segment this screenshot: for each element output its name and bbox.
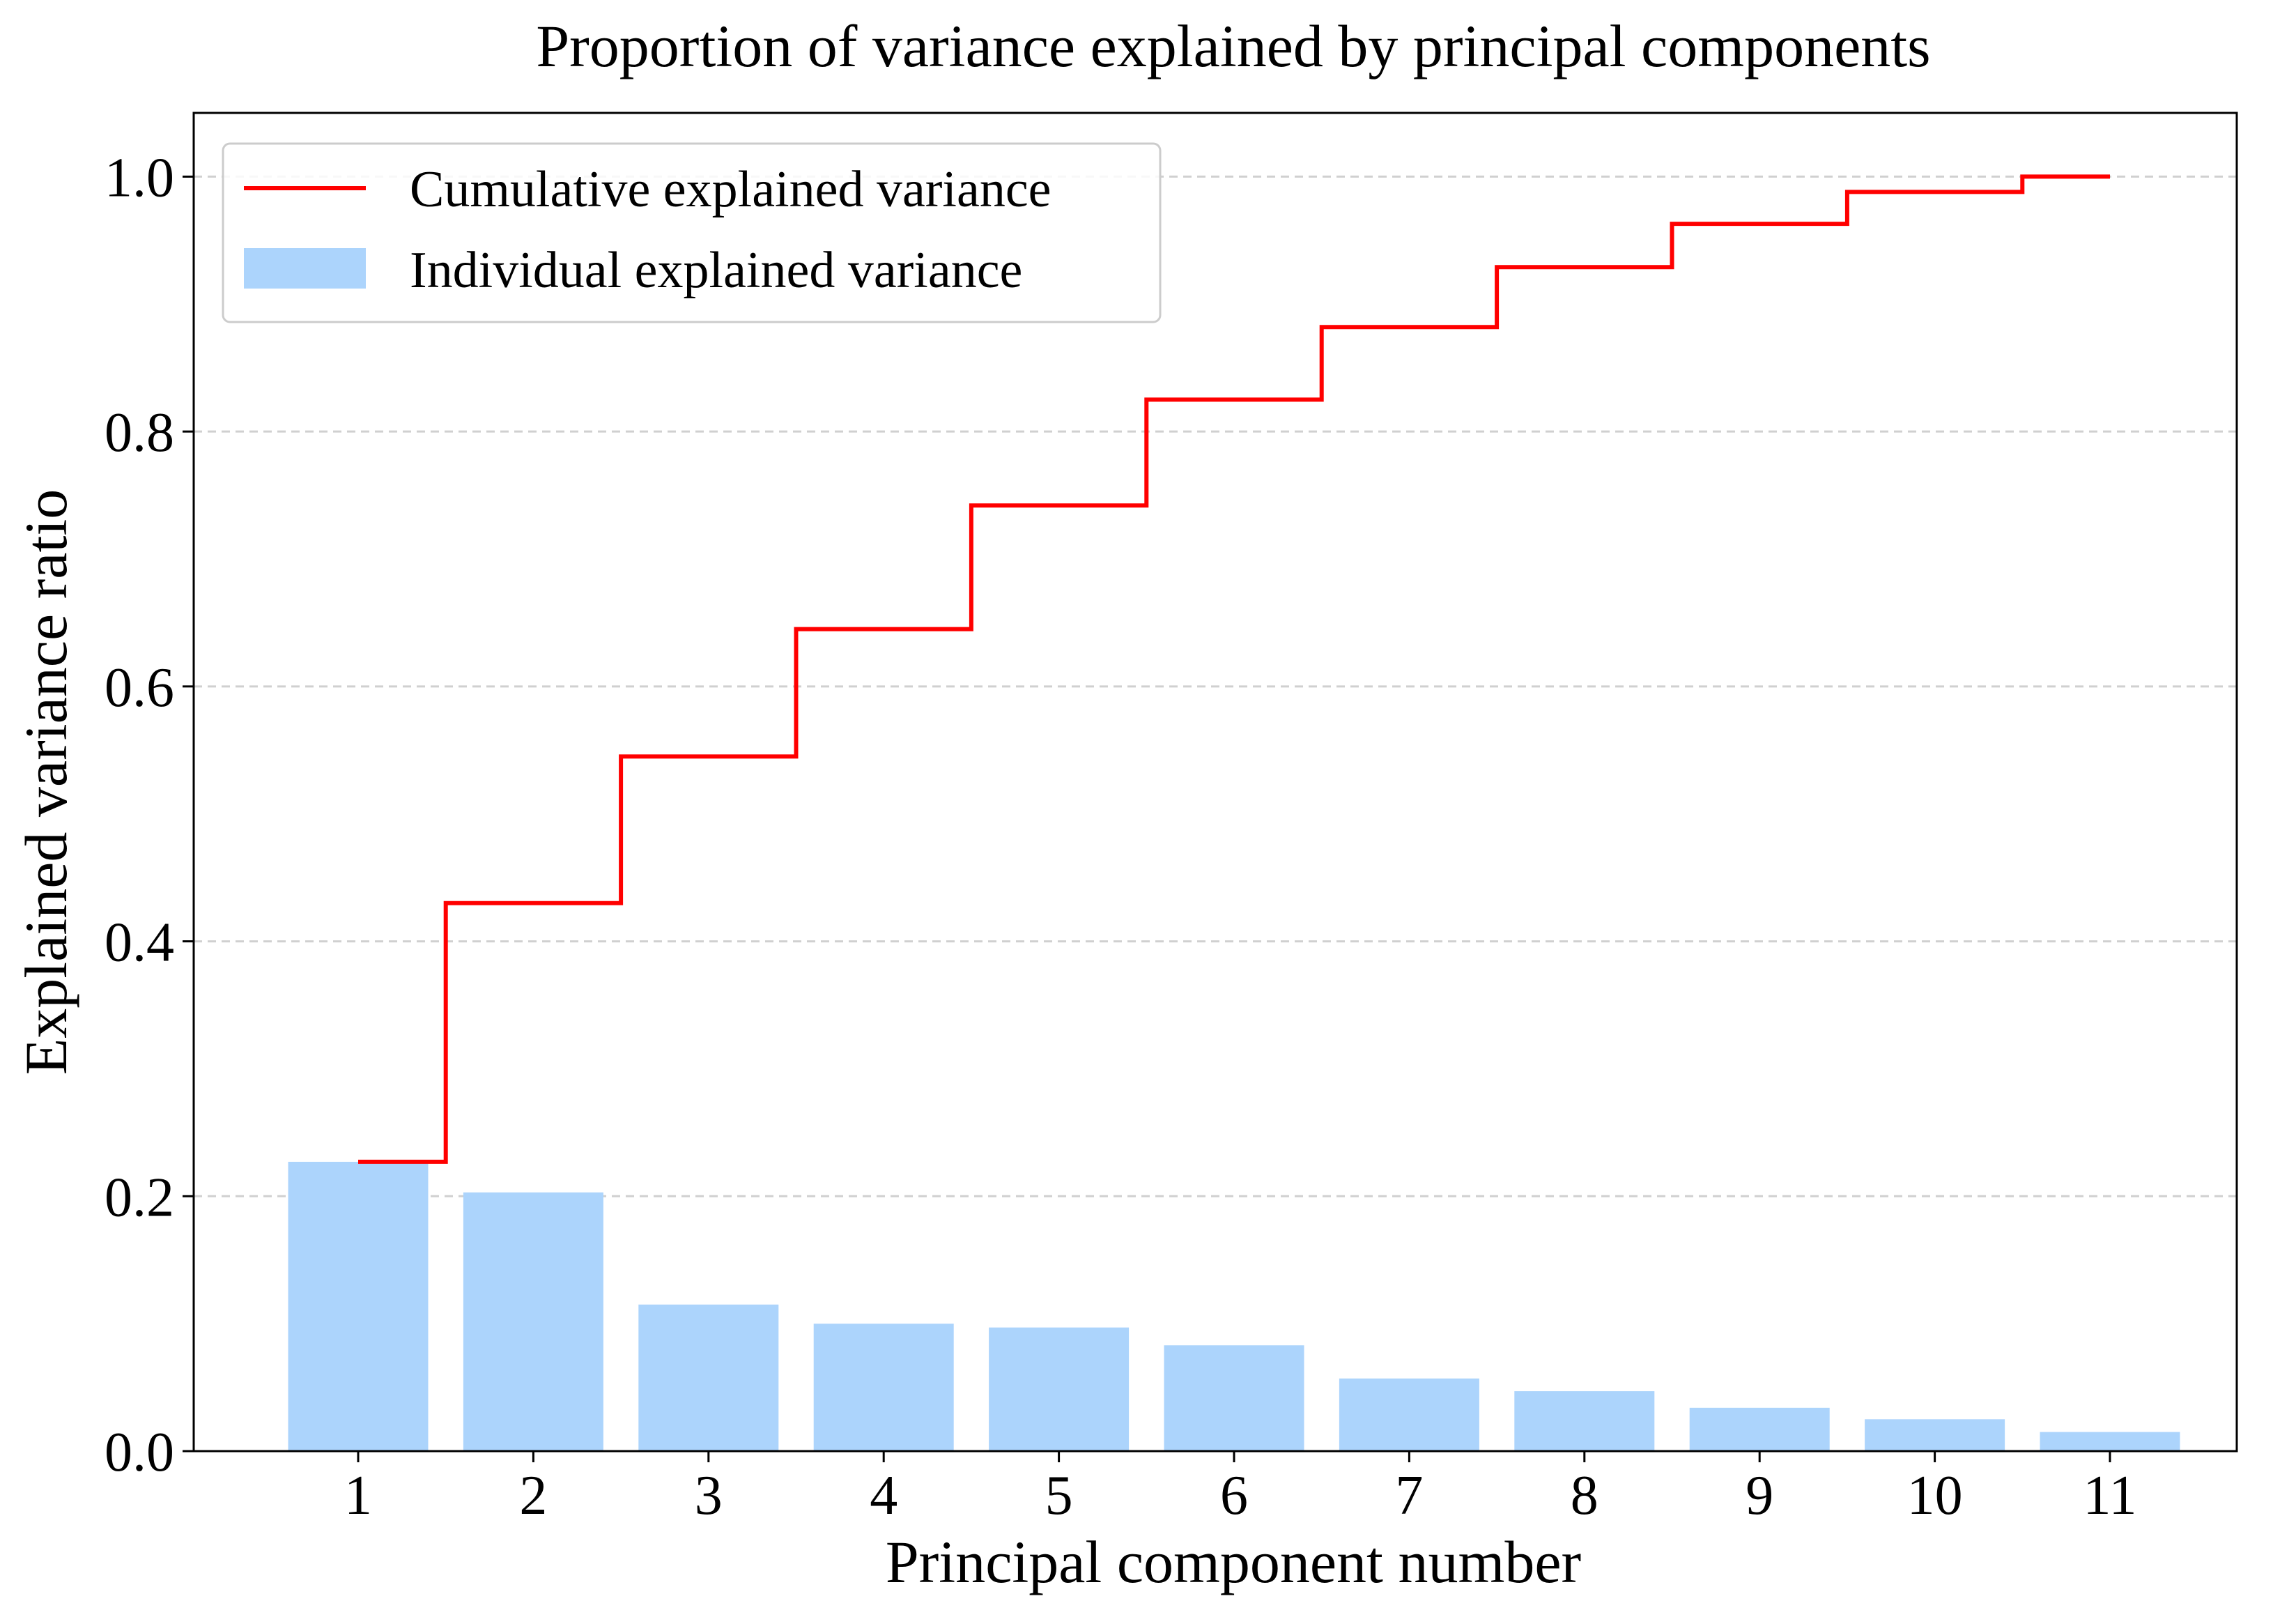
x-tick-label: 4	[870, 1465, 897, 1526]
bar-series	[288, 1161, 2180, 1451]
y-axis-label: Explained variance ratio	[13, 489, 79, 1075]
plot-frame	[192, 112, 2238, 1453]
cumulative-point	[708, 756, 709, 757]
y-tick-label: 1.0	[105, 147, 174, 208]
y-tick-label: 0.0	[105, 1422, 174, 1483]
bar	[288, 1161, 429, 1451]
cumulative-step-line	[358, 174, 2110, 1164]
x-tick-label: 3	[695, 1465, 723, 1526]
x-tick-label: 9	[1746, 1465, 1773, 1526]
legend: Cumulative explained variance Individual…	[222, 142, 1162, 323]
chart-title: Proportion of variance explained by prin…	[536, 13, 1930, 79]
bar	[638, 1304, 779, 1451]
bar	[1339, 1378, 1479, 1451]
bar	[1689, 1407, 1830, 1451]
cumulative-point	[1584, 267, 1585, 268]
cumulative-step-series	[358, 174, 2111, 1164]
bar	[989, 1327, 1130, 1451]
x-tick-label: 7	[1395, 1465, 1423, 1526]
y-tick-label: 0.2	[105, 1167, 174, 1228]
cumulative-point	[358, 1161, 359, 1162]
cumulative-point	[1058, 505, 1059, 506]
bar	[1514, 1391, 1655, 1451]
legend-label-cumulative: Cumulative explained variance	[410, 161, 1051, 218]
bar	[1164, 1345, 1304, 1451]
legend-box	[222, 142, 1162, 323]
cumulative-point	[1409, 327, 1410, 328]
cumulative-point	[2110, 176, 2111, 177]
x-axis-label: Principal component number	[886, 1528, 1581, 1595]
cumulative-point	[1234, 399, 1235, 400]
x-tick-label: 5	[1045, 1465, 1073, 1526]
legend-label-individual: Individual explained variance	[410, 242, 1022, 299]
x-tick-label: 6	[1220, 1465, 1248, 1526]
y-axis: 0.0 0.2 0.4 0.6 0.8 1.0	[105, 147, 194, 1483]
bar	[463, 1192, 603, 1451]
y-tick-label: 0.4	[105, 912, 174, 974]
x-tick-label: 10	[1907, 1465, 1963, 1526]
bar	[2040, 1432, 2180, 1451]
y-tick-label: 0.8	[105, 402, 174, 463]
legend-swatch-individual	[244, 248, 366, 289]
x-axis: 1 2 3 4 5 6 7 8 9 10 11	[344, 1451, 2137, 1526]
bar	[813, 1324, 954, 1451]
y-tick-label: 0.6	[105, 657, 174, 719]
bar	[1865, 1419, 2005, 1451]
x-tick-label: 2	[519, 1465, 547, 1526]
x-tick-label: 8	[1571, 1465, 1598, 1526]
x-tick-label: 1	[344, 1465, 372, 1526]
x-tick-label: 11	[2083, 1465, 2136, 1526]
